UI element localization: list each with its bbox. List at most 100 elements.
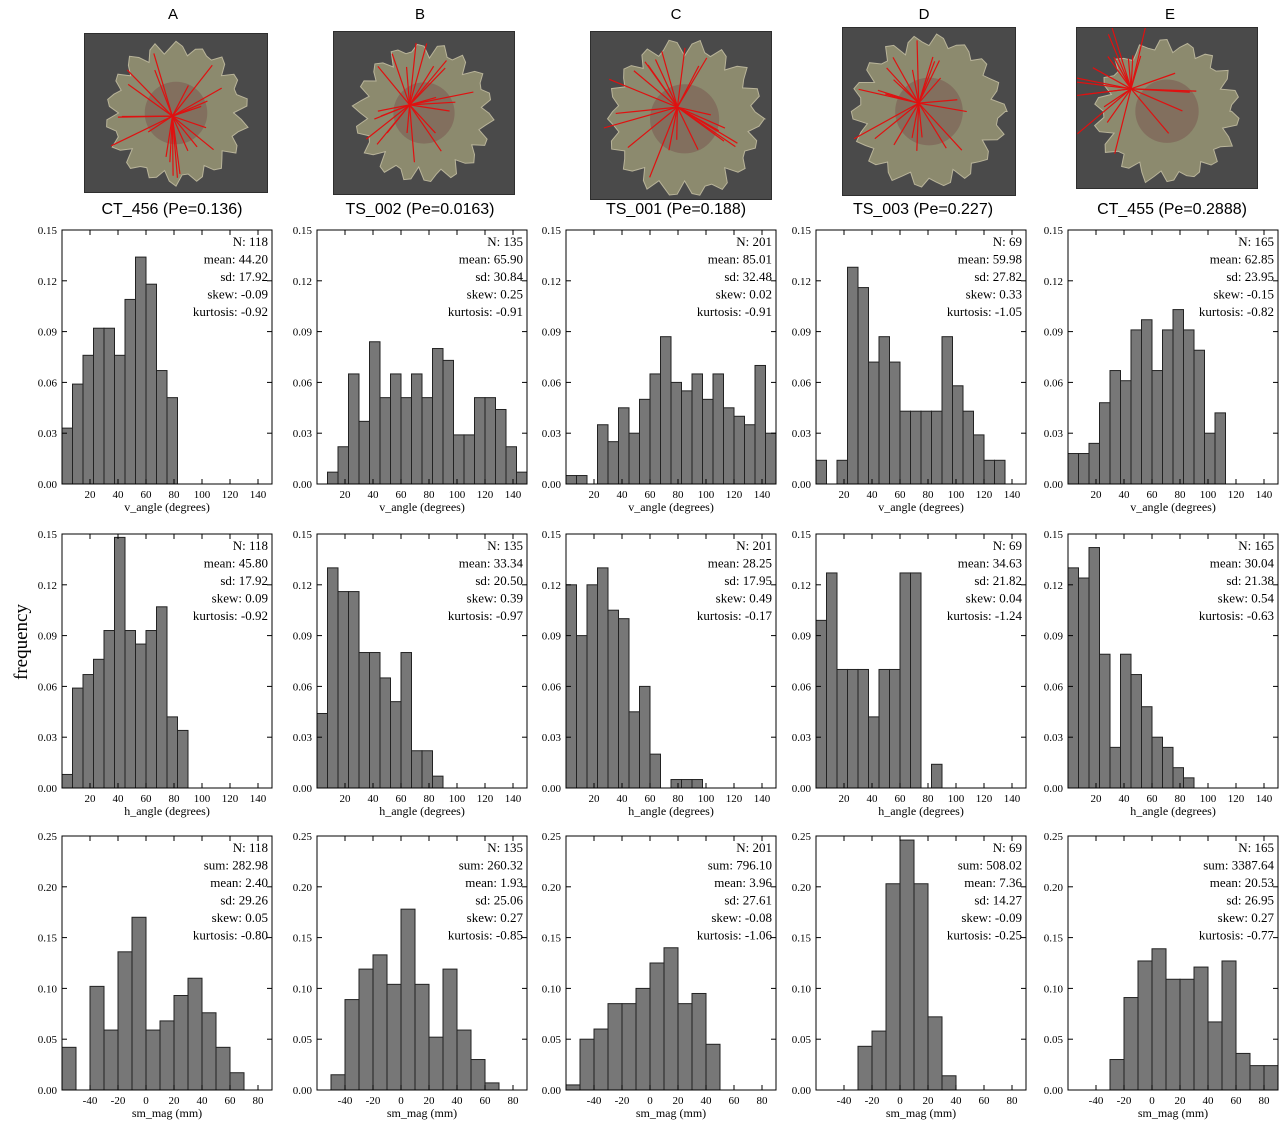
histogram-bar (117, 951, 133, 1090)
x-tick-label: 100 (194, 793, 211, 805)
histogram-bar (639, 685, 651, 788)
histogram-bar (369, 652, 381, 788)
x-tick-label: 140 (505, 489, 522, 501)
trace-line (1077, 81, 1132, 90)
trace-line (609, 78, 678, 108)
specimen-drawing-e (1077, 28, 1240, 184)
x-tick-label: -20 (1117, 1095, 1132, 1107)
x-tick-label: 40 (617, 489, 629, 501)
y-tick-label: 0.00 (542, 783, 562, 795)
stats-line: skew: 0.33 (966, 287, 1022, 302)
y-tick-label: 0.20 (293, 882, 313, 894)
trace-line (171, 85, 189, 117)
histogram-bar (1235, 1052, 1251, 1090)
y-tick-label: 0.06 (792, 377, 812, 389)
trace-line (853, 102, 919, 140)
x-tick-label: 20 (839, 489, 851, 501)
histogram-bar (135, 256, 147, 484)
histogram-bar (505, 446, 517, 484)
trace-line (153, 53, 173, 117)
bars-group (816, 572, 943, 788)
x-axis-label: h_angle (degrees) (628, 804, 714, 818)
histogram-bar (597, 567, 609, 788)
histogram-bar (621, 1003, 637, 1090)
stats-line: skew: 0.05 (212, 910, 268, 925)
x-tick-label: 140 (1256, 793, 1273, 805)
stats-line: kurtosis: -0.92 (193, 608, 268, 623)
histogram-bar (344, 999, 360, 1090)
histogram-bar (885, 883, 901, 1090)
x-tick-label: 60 (141, 489, 153, 501)
histogram-bar (156, 606, 168, 788)
histogram-bar (348, 591, 360, 788)
y-tick-label: 0.00 (1044, 1085, 1064, 1097)
histogram-bar (1151, 370, 1163, 484)
y-tick-label: 0.00 (792, 1085, 812, 1097)
histogram-bar (579, 1038, 595, 1090)
y-tick-label: 0.15 (542, 225, 562, 237)
y-tick-label: 0.00 (38, 783, 58, 795)
x-tick-label: 60 (225, 1095, 237, 1107)
x-tick-label: 40 (867, 489, 879, 501)
x-axis-label: h_angle (degrees) (1130, 804, 1216, 818)
x-tick-label: 120 (1228, 489, 1245, 501)
histogram-bar (463, 434, 475, 484)
histogram-bar (618, 618, 630, 788)
trace-line (1113, 56, 1132, 90)
stats-line: skew: -0.08 (711, 910, 772, 925)
y-tick-label: 0.10 (38, 983, 58, 995)
stats-line: skew: 0.09 (212, 591, 268, 606)
stats-line: N: 135 (487, 234, 523, 249)
x-axis-label: sm_mag (mm) (132, 1106, 202, 1120)
histogram-bar (628, 711, 640, 788)
histogram-bar (82, 674, 94, 788)
histogram-b-v-angle: 0.00 0.03 0.06 0.09 0.12 0.15 20 40 60 80 100 120 14… (293, 225, 528, 514)
bars-group (857, 839, 957, 1090)
stats-line: kurtosis: -0.97 (448, 608, 524, 623)
x-axis-label: sm_mag (mm) (886, 1106, 956, 1120)
y-tick-label: 0.03 (542, 428, 562, 440)
histogram-bar (1130, 329, 1142, 484)
histogram-bar (691, 779, 703, 788)
trace-line (916, 103, 920, 151)
trace-line (172, 100, 208, 117)
y-tick-label: 0.15 (792, 933, 812, 945)
stats-line: mean: 28.25 (708, 556, 772, 571)
x-tick-label: 60 (1147, 489, 1159, 501)
x-tick-label: -40 (837, 1095, 852, 1107)
histogram-bar (857, 287, 869, 484)
histogram-bar (131, 916, 147, 1090)
y-tick-label: 0.12 (38, 276, 57, 288)
x-tick-label: 20 (340, 793, 352, 805)
y-tick-label: 0.12 (792, 276, 811, 288)
x-tick-label: 80 (169, 489, 181, 501)
trace-line (1107, 56, 1132, 90)
y-tick-label: 0.15 (38, 225, 58, 237)
trace-line (380, 104, 410, 117)
bars-group (62, 536, 189, 788)
histogram-bar (857, 668, 869, 788)
histogram-bar (173, 995, 189, 1090)
trace-line (409, 104, 442, 152)
trace-line (918, 60, 940, 104)
histogram-bar (400, 908, 416, 1090)
trace-line (376, 104, 411, 145)
stats-line: sd: 23.95 (1226, 269, 1274, 284)
stats-line: kurtosis: -0.82 (1199, 304, 1274, 319)
x-tick-label: -40 (587, 1095, 602, 1107)
bars-group (62, 256, 178, 484)
histogram-a-h-angle: 0.00 0.03 0.06 0.09 0.12 0.15 20 40 60 80 100 120 14… (38, 529, 273, 818)
histogram-bar (586, 584, 598, 788)
histogram-bar (836, 668, 848, 788)
x-tick-label: 0 (143, 1095, 149, 1107)
x-tick-label: 60 (645, 489, 657, 501)
stats-line: mean: 7.36 (964, 875, 1022, 890)
trace-line (918, 99, 958, 104)
x-tick-label: 120 (222, 489, 239, 501)
histogram-bar (889, 668, 901, 788)
y-tick-label: 0.05 (1044, 1034, 1064, 1046)
histogram-bar (1204, 432, 1216, 484)
trace-line (1077, 88, 1132, 135)
plot-frame (565, 835, 777, 1091)
caption-e: CT_455 (Pe=0.2888) (1097, 201, 1247, 218)
